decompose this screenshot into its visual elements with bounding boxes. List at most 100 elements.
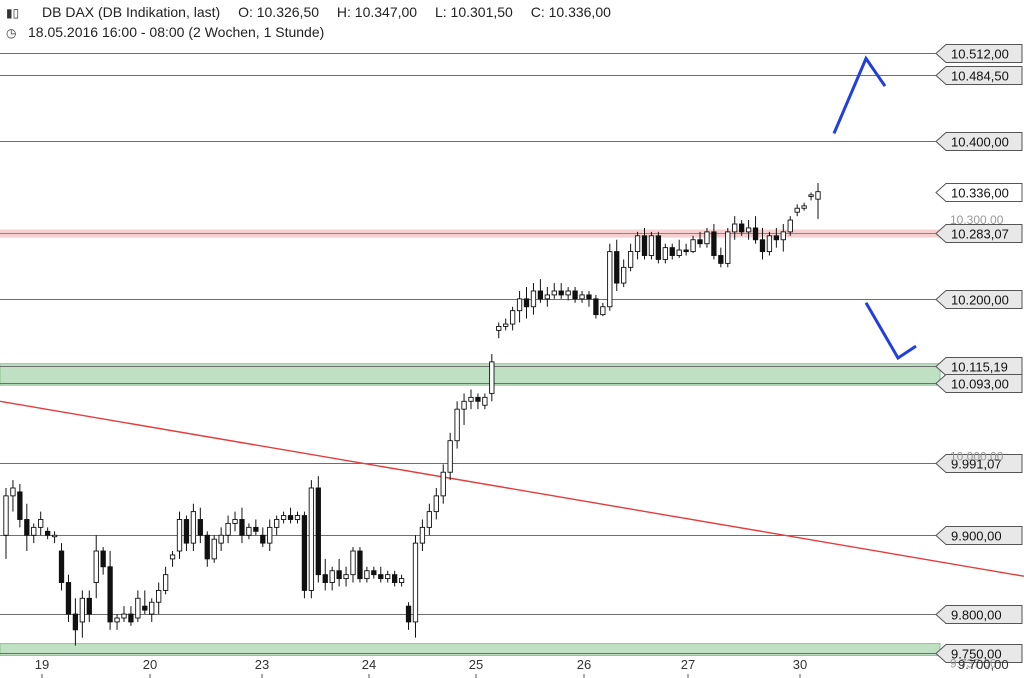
price-tag-label-0: 10.512,00: [951, 47, 1009, 62]
candle-92: [641, 227, 648, 260]
candle-body-43: [301, 515, 308, 591]
candle-101: [704, 227, 710, 248]
price-tag-11: [935, 644, 1023, 663]
price-tag-label-1: 10.484,50: [951, 69, 1009, 84]
candle-body-22: [156, 589, 162, 603]
candle-body-94: [655, 235, 662, 260]
candle-19: [135, 590, 141, 622]
candle-body-47: [329, 570, 335, 583]
candle-body-83: [579, 294, 585, 300]
candle-104: [725, 227, 731, 268]
candle-body-18: [128, 613, 134, 623]
candle-body-62: [433, 495, 439, 513]
candle-body-26: [183, 519, 190, 544]
candle-body-37: [260, 534, 266, 544]
price-tag-label-3: 10.336,00: [951, 186, 1009, 201]
candle-39: [274, 515, 280, 536]
candle-body-110: [766, 235, 773, 253]
candle-body-103: [718, 255, 724, 264]
candle-body-42: [294, 515, 301, 520]
candle-69: [482, 393, 488, 410]
candle-body-76: [530, 290, 537, 308]
candle-24: [169, 551, 176, 567]
candle-95: [662, 243, 668, 264]
candle-body-90: [627, 251, 634, 268]
candle-15: [107, 551, 113, 630]
price-tag-label-6: 10.115,19: [951, 360, 1008, 375]
candle-body-4: [31, 526, 37, 536]
candle-111: [773, 227, 780, 248]
candle-body-105: [732, 223, 738, 233]
candle-115: [801, 202, 807, 211]
candle-body-79: [551, 290, 557, 296]
candle-body-33: [232, 519, 238, 524]
price-tag-label-10: 9.800,00: [951, 608, 1002, 623]
candle-97: [676, 239, 682, 258]
candle-45: [315, 476, 321, 583]
candle-body-52: [364, 570, 370, 580]
candle-body-1: [10, 487, 16, 497]
candle-106: [739, 220, 745, 236]
price-tag-label-2: 10.400,00: [951, 135, 1009, 150]
candle-body-16: [114, 617, 120, 623]
candle-8: [58, 543, 65, 591]
candle-12: [86, 590, 92, 622]
candle-body-32: [225, 522, 231, 536]
candle-114: [794, 204, 800, 217]
low-value: L: 10.301,50: [434, 4, 513, 20]
candle-74: [516, 290, 523, 323]
candle-0: [3, 487, 9, 559]
candle-body-24: [169, 554, 176, 560]
candle-body-8: [58, 550, 65, 583]
candle-62: [433, 487, 439, 520]
candle-body-46: [322, 574, 328, 583]
candle-105: [732, 216, 738, 240]
candle-body-54: [378, 574, 384, 580]
price-tags: 10.512,00 10.484,50 10.400,00 10.336,00 10.2…: [935, 44, 1023, 671]
candle-body-13: [93, 550, 99, 583]
price-tag-7: [935, 374, 1023, 393]
candle-78: [544, 287, 550, 307]
candle-body-45: [315, 487, 321, 576]
candle-body-27: [190, 511, 197, 544]
candle-4: [31, 523, 37, 544]
candle-body-109: [759, 239, 766, 253]
candle-116: [808, 192, 814, 201]
candle-103: [718, 247, 724, 268]
ghost-label-1: 10.000,00: [950, 449, 1004, 463]
candle-31: [218, 527, 224, 552]
candle-body-6: [44, 530, 51, 536]
candle-68: [475, 393, 481, 410]
price-tag-label-5: 10.200,00: [951, 293, 1009, 308]
candle-9: [65, 574, 72, 622]
candle-94: [655, 231, 662, 264]
candle-body-68: [475, 396, 481, 402]
candle-13: [93, 535, 99, 599]
candle-23: [162, 566, 169, 595]
candle-20: [142, 590, 148, 615]
candle-28: [197, 507, 203, 544]
candle-17: [121, 606, 127, 622]
candle-body-86: [600, 306, 606, 316]
candle-body-74: [516, 298, 523, 312]
candles-layer: [3, 183, 821, 646]
candle-body-48: [336, 570, 342, 580]
candle-body-107: [745, 227, 752, 233]
x-axis: 19 20 23 24 25 26 27 30 9.700,00: [35, 657, 1009, 678]
candle-117: [815, 183, 821, 219]
candle-7: [51, 531, 58, 544]
candle-34: [239, 507, 245, 544]
chart-header: ▮▯ DB DAX (DB Indikation, last) O: 10.326…: [6, 2, 611, 42]
candle-body-111: [773, 235, 780, 241]
candle-37: [260, 527, 266, 548]
price-tag-label-9: 9.900,00: [951, 529, 1002, 544]
candle-body-113: [787, 219, 793, 233]
candle-35: [246, 523, 252, 540]
candle-36: [253, 519, 259, 536]
price-tag-label-11: 9.750,00: [951, 647, 1002, 662]
candle-body-14: [100, 550, 106, 568]
candle-53: [371, 566, 377, 579]
candle-11: [79, 590, 85, 638]
candle-85: [593, 294, 599, 319]
